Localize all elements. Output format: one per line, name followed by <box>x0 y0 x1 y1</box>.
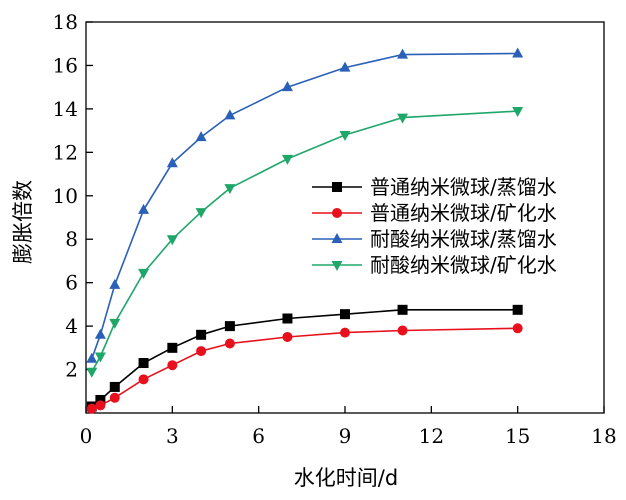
data-point <box>86 367 98 378</box>
data-point <box>340 327 350 338</box>
data-point <box>224 321 235 332</box>
data-point <box>224 109 236 120</box>
data-point <box>282 331 293 342</box>
data-point <box>86 352 98 363</box>
data-point <box>196 329 207 340</box>
x-tick-label: 0 <box>80 424 93 448</box>
legend-label: 耐酸纳米微球/矿化水 <box>370 253 557 277</box>
data-point <box>167 360 178 371</box>
series-line <box>91 327 518 410</box>
series-layer <box>86 47 524 414</box>
legend-entry: 普通纳米微球/矿化水 <box>312 201 557 225</box>
y-tick-label: 18 <box>53 10 78 34</box>
data-point <box>196 346 207 357</box>
series-3 <box>86 47 524 363</box>
data-point <box>397 113 409 124</box>
y-axis-title: 膨胀倍数 <box>11 180 35 264</box>
data-point <box>397 304 408 315</box>
y-tick-label: 14 <box>53 97 78 121</box>
y-tick-label: 4 <box>65 314 78 338</box>
legend-marker <box>332 182 342 192</box>
data-point <box>94 328 106 339</box>
data-point <box>167 342 178 353</box>
data-point <box>397 325 408 336</box>
data-point <box>224 184 236 195</box>
legend-marker <box>332 208 342 218</box>
data-point <box>340 309 350 320</box>
legend-entry: 普通纳米微球/蒸馏水 <box>312 175 557 199</box>
data-point <box>512 304 523 315</box>
x-axis-title: 水化时间/d <box>294 466 398 490</box>
x-tick-label: 12 <box>419 424 444 448</box>
data-point <box>86 403 97 414</box>
x-tick-label: 3 <box>166 424 179 448</box>
data-point <box>512 47 524 58</box>
data-point <box>138 374 149 385</box>
data-point <box>397 48 409 59</box>
series-1 <box>86 304 523 412</box>
data-point <box>166 157 178 168</box>
data-point <box>224 338 235 349</box>
legend-entry: 耐酸纳米微球/矿化水 <box>312 253 557 277</box>
series-2 <box>86 323 523 414</box>
data-point <box>512 323 523 334</box>
data-point <box>95 400 106 411</box>
data-point <box>109 381 120 392</box>
data-point <box>95 394 106 405</box>
legend-marker <box>331 233 343 243</box>
data-point <box>94 352 106 363</box>
series-4 <box>86 107 524 378</box>
data-point <box>109 278 121 289</box>
y-axis: 2 4 6 8 10 12 14 16 18 <box>53 10 93 382</box>
x-tick-label: 9 <box>339 424 352 448</box>
y-tick-label: 16 <box>53 53 78 77</box>
legend-label: 普通纳米微球/矿化水 <box>370 201 557 225</box>
data-point <box>109 318 121 329</box>
legend-label: 普通纳米微球/蒸馏水 <box>370 175 557 199</box>
legend-marker <box>331 261 343 271</box>
data-point <box>195 208 207 219</box>
data-point <box>195 131 207 142</box>
x-tick-label: 6 <box>252 424 265 448</box>
series-line <box>91 308 518 408</box>
data-point <box>138 268 150 279</box>
y-tick-label: 8 <box>65 227 78 251</box>
data-point <box>282 313 293 324</box>
data-point <box>166 235 178 246</box>
y-tick-label: 12 <box>53 140 78 164</box>
data-point <box>109 392 120 403</box>
data-point <box>339 130 351 141</box>
y-tick-label: 6 <box>65 271 78 295</box>
legend-label: 耐酸纳米微球/蒸馏水 <box>370 227 557 251</box>
data-point <box>138 358 149 369</box>
data-point <box>339 61 351 72</box>
data-point <box>281 154 293 165</box>
legend-entry: 耐酸纳米微球/蒸馏水 <box>312 227 557 251</box>
y-tick-label: 2 <box>65 358 78 382</box>
x-tick-label: 15 <box>505 424 530 448</box>
x-axis: 0 3 6 9 12 15 18 <box>80 406 617 448</box>
data-point <box>281 81 293 92</box>
y-tick-label: 10 <box>53 184 78 208</box>
x-tick-label: 18 <box>591 424 616 448</box>
data-point <box>138 203 150 214</box>
data-point <box>512 107 524 118</box>
